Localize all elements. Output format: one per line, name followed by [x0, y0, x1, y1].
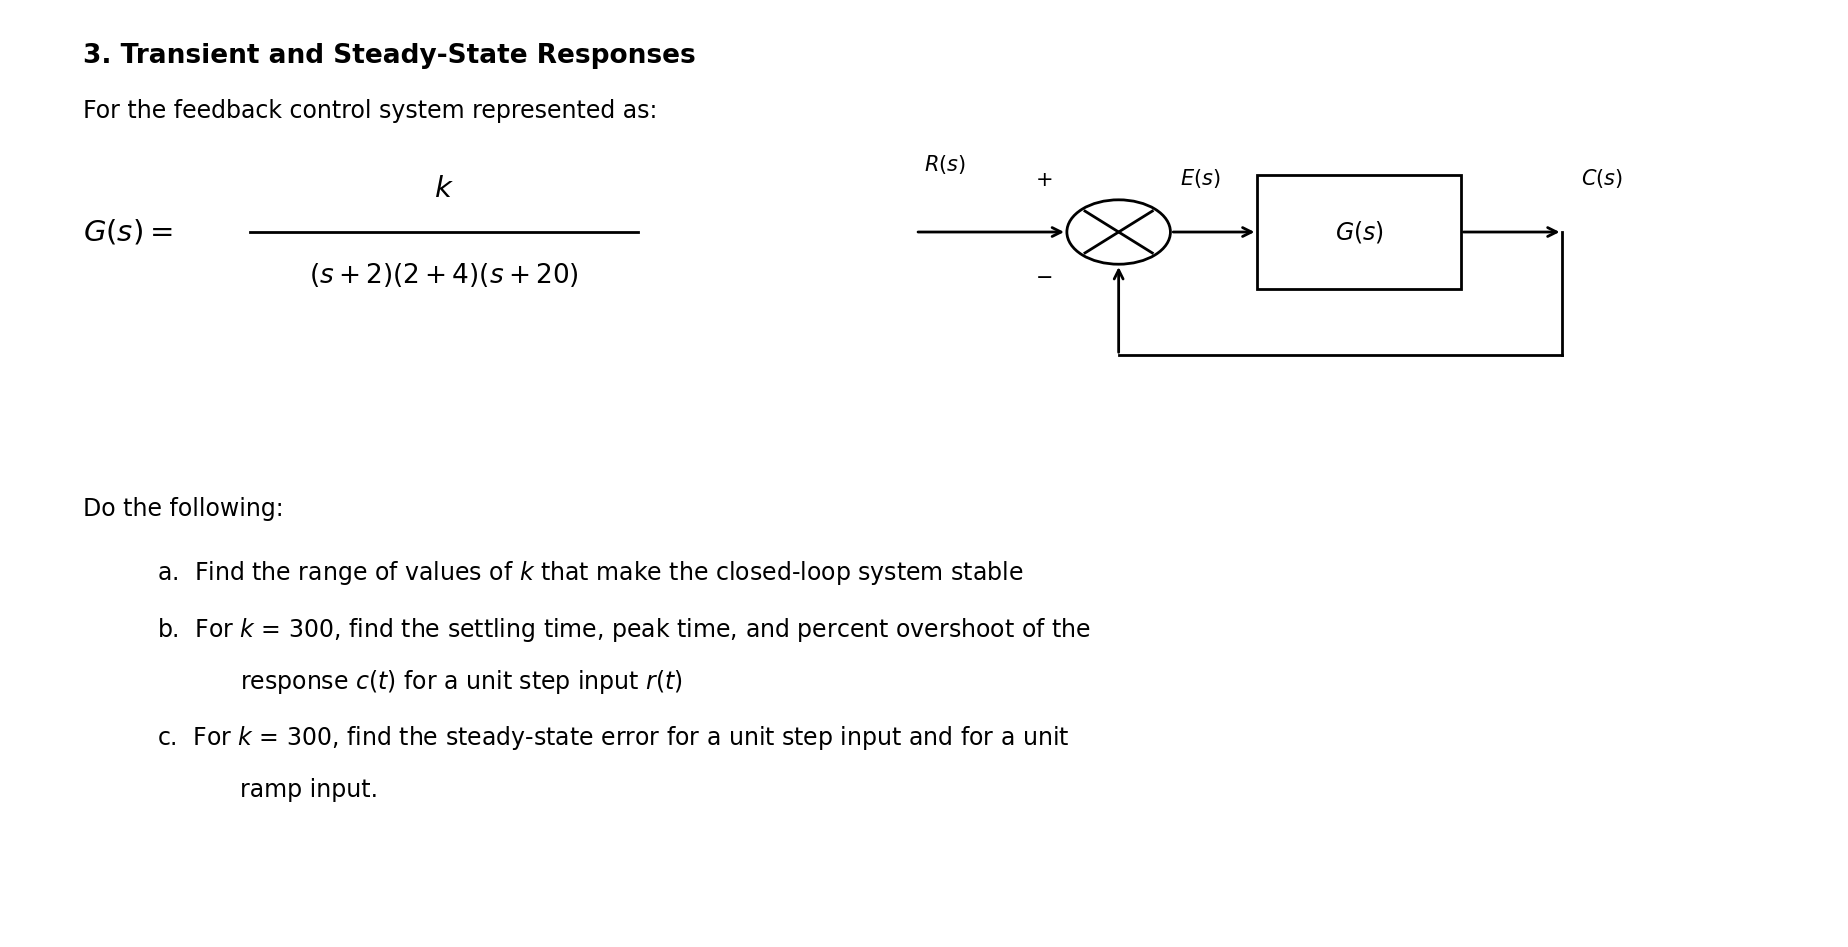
Text: Do the following:: Do the following:: [83, 497, 285, 521]
Text: ramp input.: ramp input.: [240, 778, 379, 802]
Text: $E(s)$: $E(s)$: [1179, 168, 1220, 190]
Text: 3. Transient and Steady-State Responses: 3. Transient and Steady-State Responses: [83, 43, 695, 68]
Text: $+$: $+$: [1035, 170, 1052, 190]
Text: $-$: $-$: [1035, 266, 1052, 286]
Text: $C(s)$: $C(s)$: [1580, 168, 1623, 190]
Text: $G(s) =$: $G(s) =$: [83, 218, 172, 246]
Text: c.  For $k$ = 300, find the steady-state error for a unit step input and for a u: c. For $k$ = 300, find the steady-state …: [157, 724, 1068, 753]
Bar: [1257, 175, 1460, 289]
Text: $k$: $k$: [434, 175, 453, 204]
Text: a.  Find the range of values of $k$ that make the closed-loop system stable: a. Find the range of values of $k$ that …: [157, 559, 1024, 587]
Text: response $c(t)$ for a unit step input $r(t)$: response $c(t)$ for a unit step input $r…: [240, 668, 684, 696]
Text: b.  For $k$ = 300, find the settling time, peak time, and percent overshoot of t: b. For $k$ = 300, find the settling time…: [157, 616, 1090, 644]
Text: $G(s)$: $G(s)$: [1334, 219, 1382, 245]
Text: $R(s)$: $R(s)$: [924, 153, 967, 176]
Text: For the feedback control system represented as:: For the feedback control system represen…: [83, 99, 658, 123]
Text: $(s+2)(2+4)(s+20)$: $(s+2)(2+4)(s+20)$: [309, 260, 578, 289]
